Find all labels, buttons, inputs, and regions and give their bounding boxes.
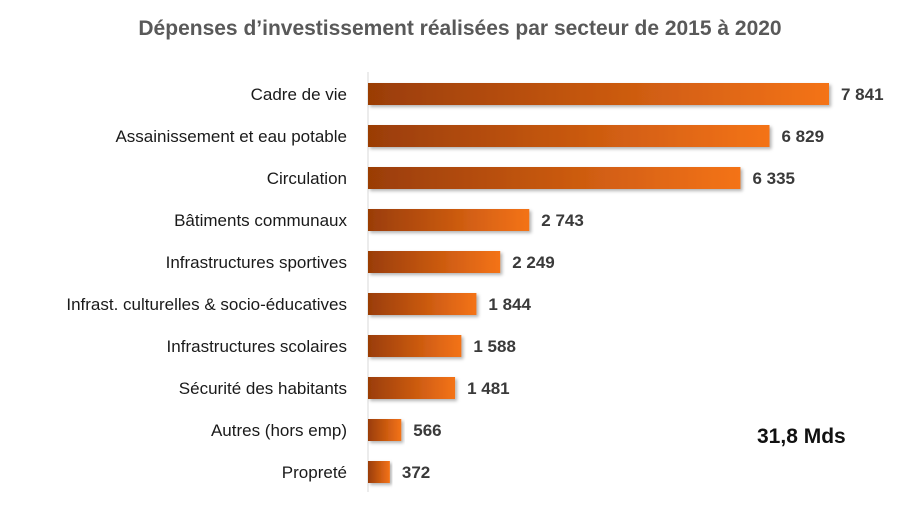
bar	[368, 125, 770, 147]
bar	[368, 167, 741, 189]
value-label: 6 829	[782, 127, 825, 146]
bar	[368, 209, 530, 231]
bar	[368, 83, 829, 105]
value-label: 566	[413, 421, 441, 440]
value-label: 372	[402, 463, 430, 482]
category-label: Sécurité des habitants	[179, 379, 347, 398]
bar	[368, 377, 456, 399]
bar	[368, 419, 402, 441]
category-label: Assainissement et eau potable	[115, 127, 347, 146]
bar	[368, 335, 462, 357]
value-label: 1 588	[473, 337, 516, 356]
value-label: 2 743	[541, 211, 584, 230]
category-label: Infrast. culturelles & socio-éducatives	[66, 295, 347, 314]
category-label: Infrastructures scolaires	[167, 337, 347, 356]
value-label: 1 844	[488, 295, 531, 314]
value-label: 6 335	[752, 169, 795, 188]
category-label: Bâtiments communaux	[174, 211, 347, 230]
bar	[368, 251, 501, 273]
bar	[368, 293, 477, 315]
category-label: Propreté	[282, 463, 347, 482]
value-label: 7 841	[841, 85, 884, 104]
category-label: Circulation	[267, 169, 347, 188]
value-label: 1 481	[467, 379, 510, 398]
value-label: 2 249	[512, 253, 555, 272]
category-label: Autres (hors emp)	[211, 421, 347, 440]
bar	[368, 461, 390, 483]
chart-title: Dépenses d’investissement réalisées par …	[138, 17, 782, 40]
category-label: Cadre de vie	[251, 85, 347, 104]
total-annotation: 31,8 Mds	[757, 425, 846, 448]
category-label: Infrastructures sportives	[166, 253, 347, 272]
